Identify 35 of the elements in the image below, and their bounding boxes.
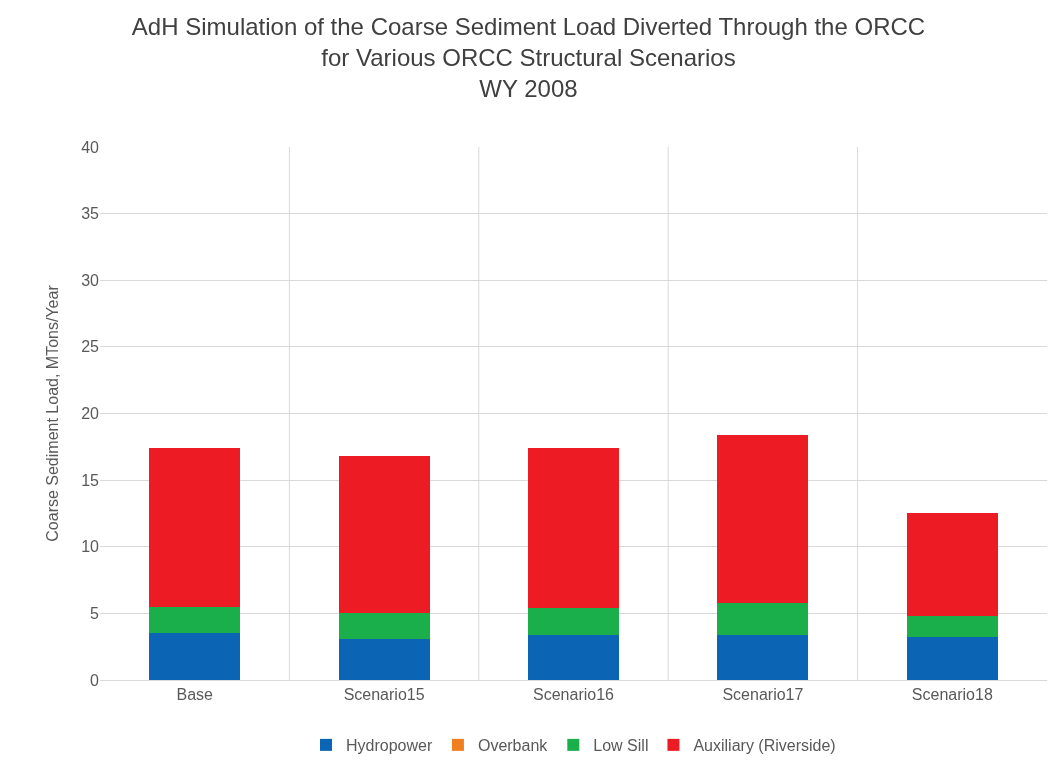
- bar: [338, 456, 430, 614]
- bar: [906, 616, 998, 638]
- x-tick-label: Scenario16: [533, 686, 615, 704]
- bar: [338, 638, 430, 680]
- x-tick-label: Scenario17: [722, 686, 804, 704]
- y-tick-label: 10: [81, 538, 100, 556]
- y-tick-label: 30: [81, 271, 100, 289]
- bar: [906, 637, 998, 680]
- bar: [338, 613, 430, 639]
- legend-label: Hydropower: [346, 737, 433, 755]
- y-tick-label: 15: [81, 471, 100, 489]
- bar: [717, 602, 809, 635]
- y-axis-title: Coarse Sediment Load, MTons/Year: [44, 284, 61, 542]
- bar: [528, 634, 619, 680]
- bar: [717, 434, 809, 603]
- bar: [149, 606, 241, 634]
- x-tick-label: Base: [176, 686, 214, 704]
- x-tick-label: Scenario15: [343, 686, 425, 704]
- bar: [149, 633, 241, 680]
- bar: [906, 513, 998, 617]
- bar: [717, 634, 809, 680]
- y-tick-label: 35: [81, 205, 100, 223]
- y-tick-label: 40: [81, 138, 100, 156]
- legend-label: Overbank: [477, 737, 549, 755]
- bar: [149, 448, 241, 607]
- y-tick-label: 0: [90, 671, 100, 689]
- y-tick-label: 25: [81, 338, 100, 356]
- bar: [528, 448, 619, 609]
- bar: [528, 608, 619, 635]
- legend-label: Auxiliary (Riverside): [693, 737, 836, 755]
- y-tick-label: 20: [81, 405, 100, 423]
- legend-label: Low Sill: [593, 737, 649, 755]
- chart-title: AdH Simulation of the Coarse Sediment Load Diverted Through the ORCC for Various ORCC Structural Scenarios WY 2008: [131, 12, 926, 103]
- y-tick-label: 5: [90, 604, 100, 622]
- x-tick-label: Scenario18: [911, 686, 993, 704]
